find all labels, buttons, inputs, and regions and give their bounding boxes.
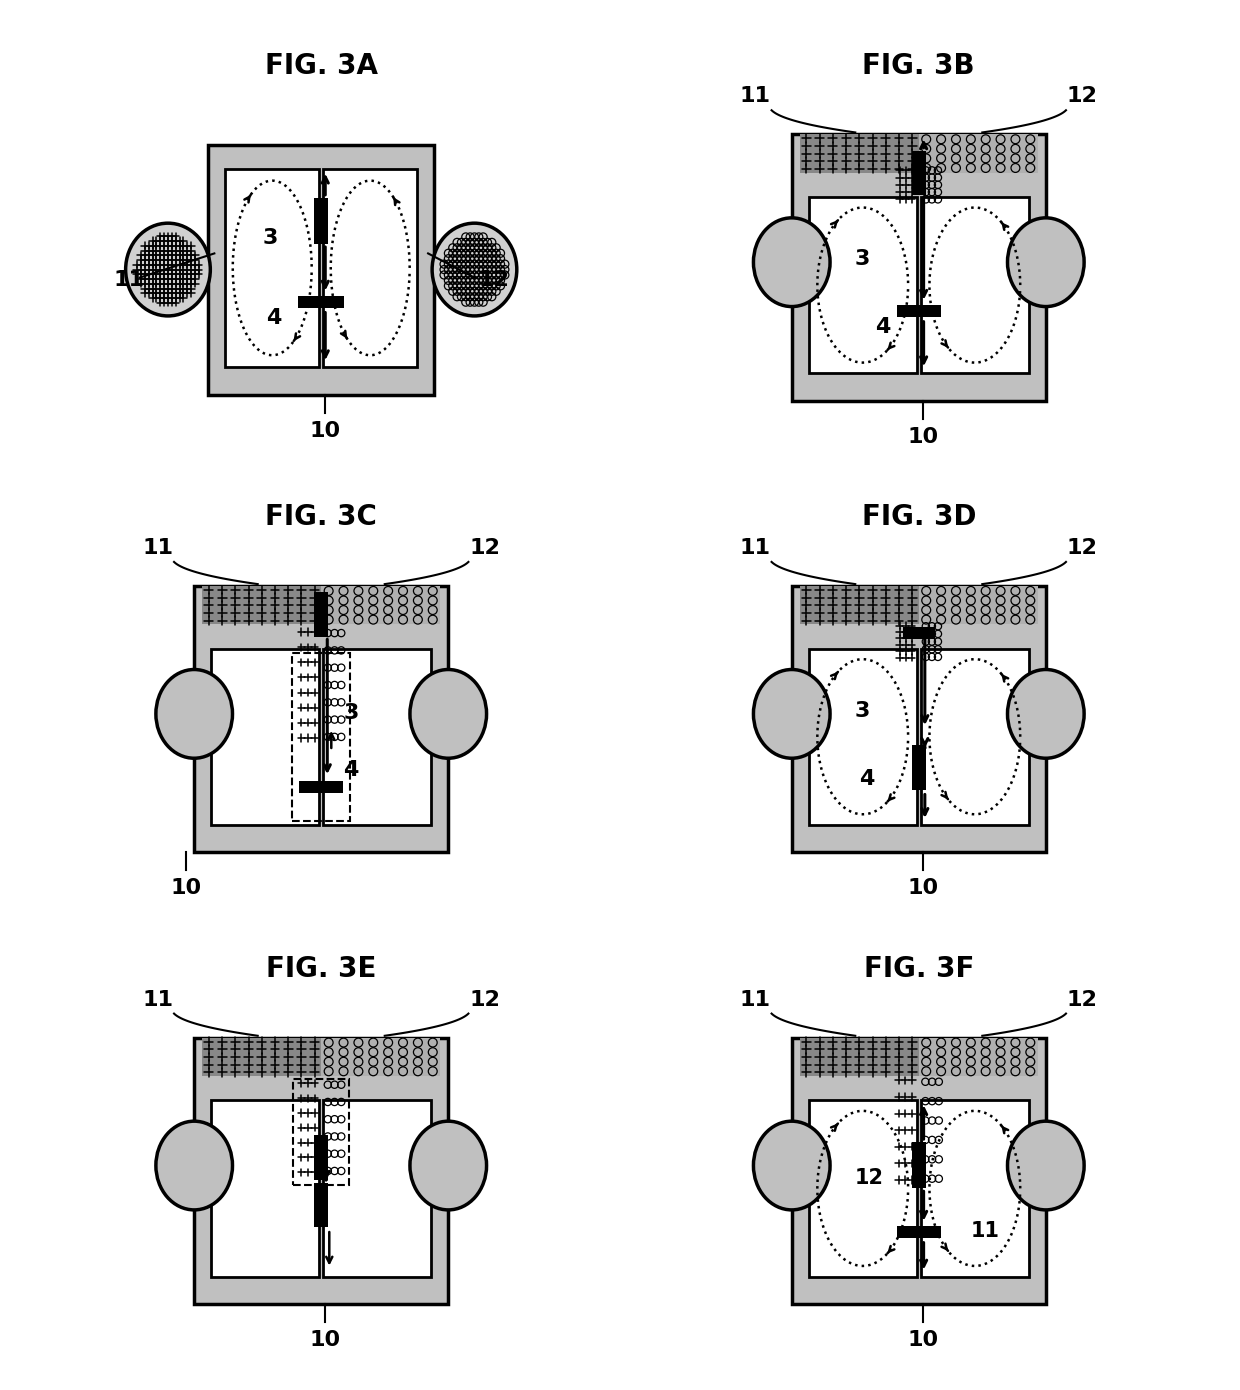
- Text: 12: 12: [1066, 86, 1097, 106]
- Bar: [321, 1038, 440, 1076]
- Bar: [202, 1038, 321, 1076]
- Bar: [293, 1079, 350, 1184]
- Text: 10: 10: [171, 878, 202, 898]
- Bar: [226, 168, 319, 367]
- Bar: [921, 1101, 1029, 1276]
- Ellipse shape: [432, 224, 517, 316]
- Bar: [800, 135, 919, 172]
- Ellipse shape: [754, 670, 830, 758]
- Text: 12: 12: [1066, 990, 1097, 1009]
- Text: 10: 10: [908, 427, 939, 446]
- Bar: [897, 1226, 941, 1237]
- Text: 4: 4: [267, 309, 281, 328]
- Text: 12: 12: [469, 990, 500, 1009]
- Bar: [921, 649, 1029, 824]
- Bar: [195, 1038, 448, 1304]
- Text: FIG. 3B: FIG. 3B: [863, 51, 975, 79]
- Text: 11: 11: [971, 1220, 999, 1241]
- Ellipse shape: [1008, 218, 1084, 307]
- Text: 12: 12: [479, 270, 510, 289]
- Text: 3: 3: [854, 249, 870, 268]
- Bar: [919, 1038, 1038, 1076]
- Text: 4: 4: [343, 759, 358, 780]
- Ellipse shape: [754, 1122, 830, 1209]
- Bar: [919, 135, 1038, 172]
- Bar: [299, 781, 343, 794]
- Bar: [921, 197, 1029, 373]
- Bar: [314, 1136, 329, 1180]
- Bar: [792, 135, 1045, 400]
- Bar: [314, 1183, 329, 1227]
- Text: FIG. 3C: FIG. 3C: [265, 503, 377, 531]
- Text: 4: 4: [875, 317, 890, 338]
- Text: 10: 10: [908, 878, 939, 898]
- Bar: [800, 1038, 919, 1076]
- Bar: [792, 587, 1045, 852]
- Text: FIG. 3E: FIG. 3E: [267, 955, 377, 983]
- Bar: [808, 1101, 916, 1276]
- Text: 10: 10: [310, 1330, 341, 1350]
- Text: 12: 12: [854, 1169, 884, 1188]
- Bar: [211, 1101, 319, 1276]
- Ellipse shape: [754, 218, 830, 307]
- Ellipse shape: [410, 670, 486, 758]
- Text: 3: 3: [262, 228, 278, 247]
- Text: FIG. 3F: FIG. 3F: [863, 955, 973, 983]
- Text: 3: 3: [854, 701, 870, 720]
- Text: 11: 11: [114, 270, 145, 289]
- Bar: [324, 649, 432, 824]
- Bar: [291, 653, 351, 821]
- Bar: [208, 145, 434, 395]
- Text: 11: 11: [740, 538, 771, 557]
- Bar: [911, 150, 926, 195]
- Bar: [298, 296, 345, 307]
- Ellipse shape: [156, 1122, 232, 1209]
- Bar: [897, 304, 941, 317]
- Bar: [792, 1038, 1045, 1304]
- Ellipse shape: [1008, 1122, 1084, 1209]
- Bar: [195, 587, 448, 852]
- Bar: [808, 649, 916, 824]
- Text: 3: 3: [343, 703, 358, 723]
- Text: 12: 12: [469, 538, 500, 557]
- Bar: [903, 627, 935, 638]
- Bar: [324, 168, 417, 367]
- Bar: [321, 587, 440, 624]
- Ellipse shape: [1008, 670, 1084, 758]
- Ellipse shape: [156, 670, 232, 758]
- Bar: [911, 1143, 926, 1188]
- Text: 10: 10: [310, 421, 341, 441]
- Bar: [911, 745, 926, 790]
- Text: 11: 11: [143, 990, 174, 1009]
- Ellipse shape: [410, 1122, 486, 1209]
- Text: 4: 4: [858, 769, 874, 790]
- Bar: [808, 197, 916, 373]
- Bar: [314, 592, 329, 637]
- Bar: [919, 587, 1038, 624]
- Text: 12: 12: [1066, 538, 1097, 557]
- Text: 11: 11: [143, 538, 174, 557]
- Text: 11: 11: [740, 86, 771, 106]
- Bar: [800, 587, 919, 624]
- Bar: [202, 587, 321, 624]
- Text: 10: 10: [908, 1330, 939, 1350]
- Bar: [211, 649, 319, 824]
- Text: 11: 11: [740, 990, 771, 1009]
- Ellipse shape: [125, 224, 211, 316]
- Bar: [324, 1101, 432, 1276]
- Text: FIG. 3D: FIG. 3D: [862, 503, 976, 531]
- Text: FIG. 3A: FIG. 3A: [264, 51, 378, 79]
- Bar: [314, 197, 329, 245]
